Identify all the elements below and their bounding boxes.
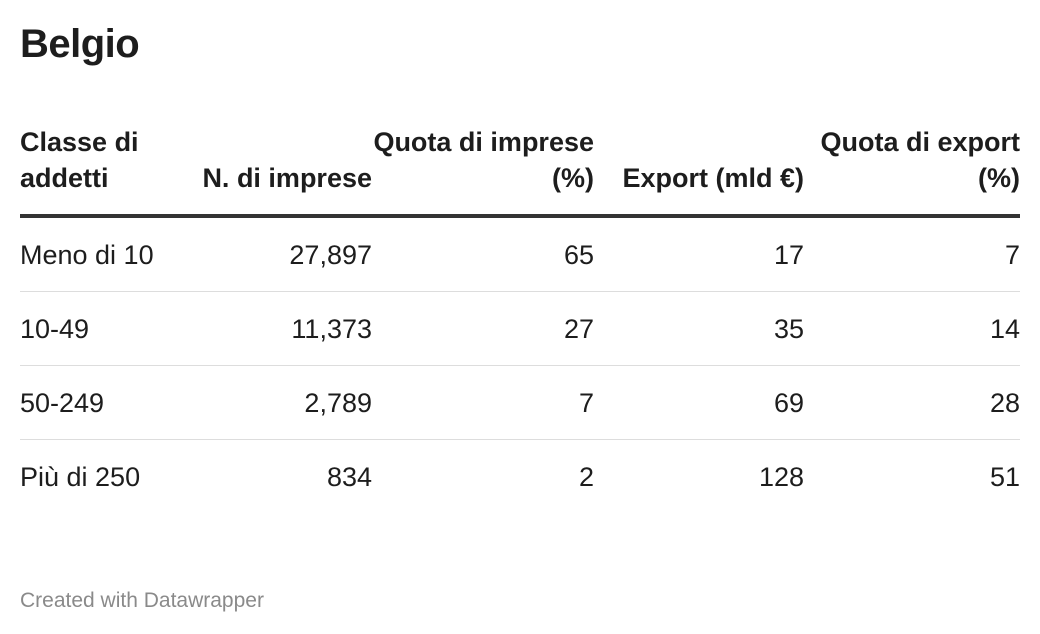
table-cell: 50-249 bbox=[20, 365, 180, 440]
attribution-footer: Created with Datawrapper bbox=[20, 589, 264, 612]
table-cell: 51 bbox=[989, 461, 1020, 492]
table-cell: Meno di 10 bbox=[20, 216, 180, 292]
table-cell: 28 bbox=[804, 365, 1020, 440]
table-row: 10-49 11,373 27 35 14 bbox=[20, 291, 1020, 366]
table-header: Classe di addetti N. di imprese Quota di… bbox=[20, 124, 1020, 218]
table-row: Più di 250 834 2 128 51 bbox=[20, 440, 1020, 514]
table-cell: 17 bbox=[594, 216, 804, 292]
table-cell: 35 bbox=[594, 291, 804, 366]
table-cell: 7 bbox=[372, 365, 594, 440]
table-body: Meno di 10 27,897 65 17 7 10-49 11,373 2… bbox=[20, 216, 1020, 513]
table-cell: 27,897 bbox=[180, 216, 372, 292]
table-cell: 11,373 bbox=[180, 291, 372, 366]
table-cell: 834 bbox=[326, 461, 372, 492]
table-cell: 7 bbox=[804, 216, 1020, 292]
table-cell: 27 bbox=[372, 291, 594, 366]
header-row: Classe di addetti N. di imprese Quota di… bbox=[20, 124, 1020, 218]
table-cell: 2 bbox=[578, 461, 594, 492]
column-header: Quota di export (%) bbox=[804, 124, 1020, 218]
table-cell: Più di 250 bbox=[20, 461, 141, 492]
column-header: N. di imprese bbox=[180, 124, 372, 218]
table-cell: 65 bbox=[372, 216, 594, 292]
chart-title: Belgio bbox=[20, 22, 140, 66]
table-cell: 10-49 bbox=[20, 291, 180, 366]
data-table: Classe di addetti N. di imprese Quota di… bbox=[20, 124, 1020, 513]
column-header: Classe di addetti bbox=[20, 124, 180, 218]
table-row: 50-249 2,789 7 69 28 bbox=[20, 365, 1020, 440]
table-cell: 128 bbox=[758, 461, 804, 492]
table-cell: 14 bbox=[804, 291, 1020, 366]
table-row: Meno di 10 27,897 65 17 7 bbox=[20, 216, 1020, 292]
column-header: Quota di imprese (%) bbox=[372, 124, 594, 218]
table-cell: 69 bbox=[594, 365, 804, 440]
column-header: Export (mld €) bbox=[594, 124, 804, 218]
table-cell: 2,789 bbox=[180, 365, 372, 440]
